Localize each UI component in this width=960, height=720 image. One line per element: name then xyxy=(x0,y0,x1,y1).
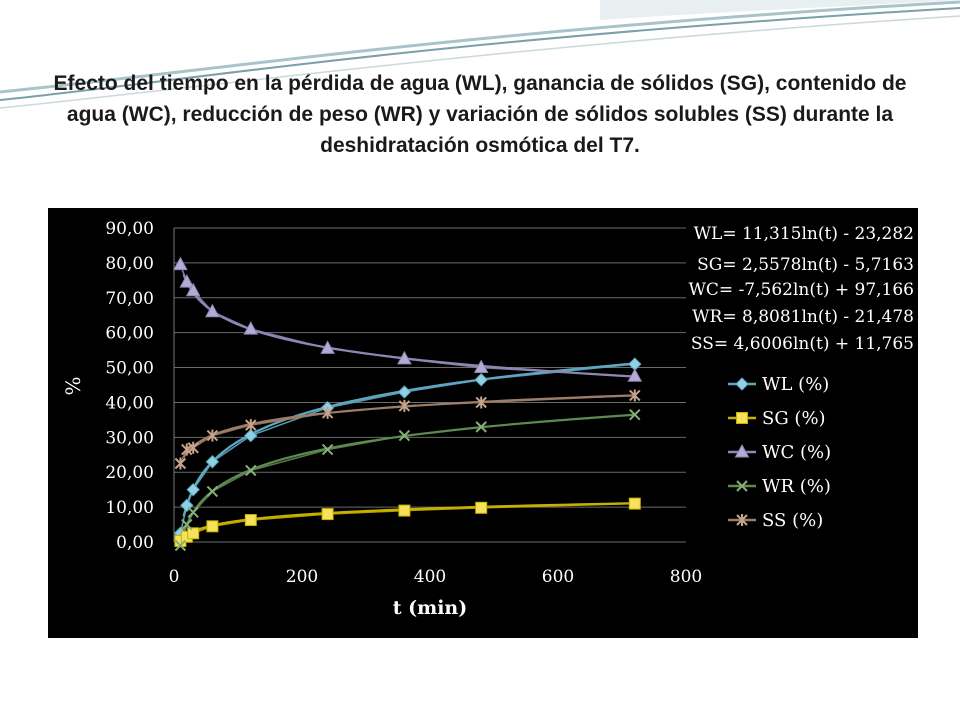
x-tick-label: 200 xyxy=(286,567,318,587)
data-point-ss xyxy=(629,389,641,402)
y-tick-label: 60,00 xyxy=(105,324,154,344)
x-axis-ticks: 0 200 400 600 800 xyxy=(169,567,703,587)
legend-label-sg: SG (%) xyxy=(762,408,826,429)
y-tick-label: 90,00 xyxy=(105,219,154,239)
legend-marker-sg xyxy=(736,412,748,424)
data-point-wc xyxy=(627,368,643,382)
y-axis-label: % xyxy=(61,376,85,395)
data-point-wr xyxy=(398,429,411,442)
data-point-wc xyxy=(243,321,259,335)
data-point-sg xyxy=(187,527,200,540)
data-point-ss xyxy=(475,396,487,409)
data-point-sg xyxy=(628,497,641,510)
data-point-wr xyxy=(245,464,257,477)
legend-marker-wr xyxy=(736,480,748,492)
y-tick-label: 10,00 xyxy=(105,498,154,518)
data-point-wr xyxy=(321,443,334,456)
x-tick-label: 400 xyxy=(414,567,446,587)
x-tick-label: 600 xyxy=(542,567,574,587)
legend-label-wl: WL (%) xyxy=(762,374,829,395)
trendline-equations: WL= 11,315ln(t) - 23,282 SG= 2,5578ln(t) … xyxy=(688,224,914,354)
y-tick-label: 20,00 xyxy=(105,463,154,483)
data-point-wc xyxy=(320,340,335,354)
data-point-ss xyxy=(398,399,411,412)
plot-area xyxy=(174,228,686,542)
data-point-wc xyxy=(205,303,220,318)
legend-marker-wl xyxy=(735,377,749,391)
x-tick-label: 800 xyxy=(670,567,702,587)
y-axis-ticks: 0,00 10,00 20,00 30,00 40,00 50,00 60,00 70,00 8… xyxy=(105,219,154,553)
y-tick-label: 50,00 xyxy=(105,359,154,379)
trendline-equation: WL= 11,315ln(t) - 23,282 xyxy=(694,224,914,244)
legend-label-ss: SS (%) xyxy=(762,510,823,531)
y-tick-label: 40,00 xyxy=(105,393,154,413)
trendline-equation: WR= 8,8081ln(t) - 21,478 xyxy=(692,307,914,327)
data-point-ss xyxy=(245,419,257,432)
chart-area: 0,00 10,00 20,00 30,00 40,00 50,00 60,00 70,00 8… xyxy=(48,208,918,638)
chart: 0,00 10,00 20,00 30,00 40,00 50,00 60,00 70,00 8… xyxy=(61,219,914,619)
data-point-wr xyxy=(475,421,487,433)
data-point-ss xyxy=(206,429,219,442)
data-point-wc xyxy=(173,256,188,271)
data-point-ss xyxy=(321,406,334,419)
data-point-ss xyxy=(181,443,193,456)
y-tick-label: 0,00 xyxy=(116,533,154,553)
y-tick-label: 80,00 xyxy=(105,254,154,274)
data-point-wr xyxy=(174,539,187,552)
data-point-sg xyxy=(398,504,411,517)
data-point-sg xyxy=(321,508,334,521)
y-tick-label: 30,00 xyxy=(105,428,154,448)
data-markers xyxy=(173,256,643,552)
data-point-wr xyxy=(206,485,219,498)
data-point-wc xyxy=(179,274,195,288)
legend-label-wc: WC (%) xyxy=(762,442,831,463)
x-axis-label: t (min) xyxy=(393,597,468,619)
data-point-wc xyxy=(473,359,489,374)
data-point-wl xyxy=(474,373,488,387)
x-tick-label: 0 xyxy=(169,567,180,587)
y-tick-label: 70,00 xyxy=(105,289,154,309)
data-point-wr xyxy=(187,506,199,519)
slide-title: Efecto del tiempo en la pérdida de agua … xyxy=(53,72,907,157)
data-point-ss xyxy=(187,441,199,454)
data-point-sg xyxy=(475,501,488,514)
data-point-wc xyxy=(397,350,412,365)
data-point-ss xyxy=(174,457,187,470)
legend-marker-ss xyxy=(736,514,748,526)
legend-label-wr: WR (%) xyxy=(762,476,831,497)
legend-marker-wc xyxy=(734,443,750,458)
data-point-sg xyxy=(244,514,257,527)
data-point-wl xyxy=(186,482,200,497)
data-point-wl xyxy=(397,385,412,399)
gridlines xyxy=(173,227,686,543)
legend: WL (%) SG (%) WC (%) WR (%) SS (%) xyxy=(728,374,831,531)
decorative-swoosh xyxy=(0,0,960,109)
data-point-sg xyxy=(206,520,219,533)
data-point-wl xyxy=(205,455,220,469)
data-point-wl xyxy=(244,428,258,443)
trendline-equation: SS= 4,6006ln(t) + 11,765 xyxy=(691,334,914,354)
data-point-wr xyxy=(181,518,193,531)
data-point-wc xyxy=(185,282,201,297)
data-point-wr xyxy=(629,408,641,421)
trendline-equation: SG= 2,5578ln(t) - 5,7163 xyxy=(697,255,914,275)
trendline-equation: WC= -7,562ln(t) + 97,166 xyxy=(688,280,914,300)
